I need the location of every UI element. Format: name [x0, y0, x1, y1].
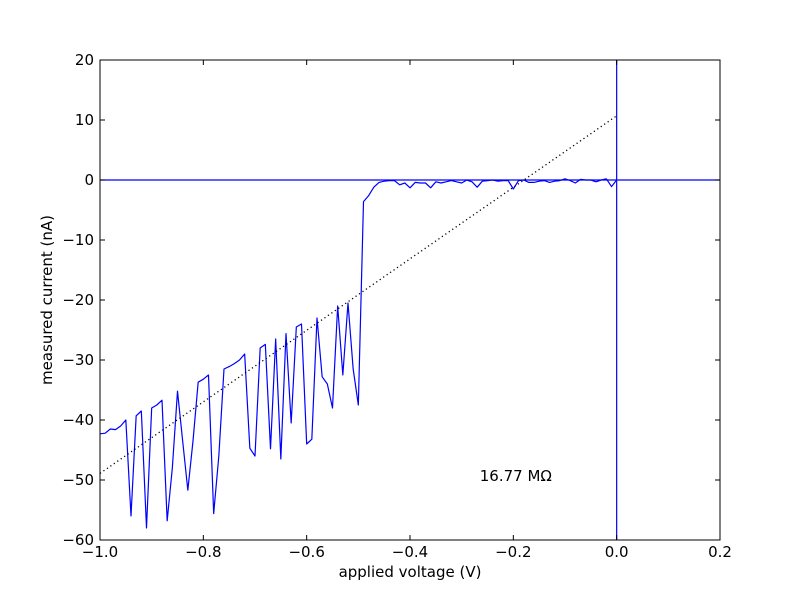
x-tick-label: 0.0	[605, 543, 629, 561]
plot-area	[100, 60, 720, 540]
x-tick-label: −0.8	[185, 543, 221, 561]
y-axis-label: measured current (nA)	[38, 215, 56, 385]
y-tick-label: −30	[62, 351, 94, 369]
x-tick-label: −0.4	[392, 543, 428, 561]
y-tick-label: −10	[62, 231, 94, 249]
x-tick-label: 0.2	[708, 543, 732, 561]
y-tick-label: 10	[75, 111, 94, 129]
y-tick-label: 20	[75, 51, 94, 69]
y-tick-label: −40	[62, 411, 94, 429]
x-axis-label: applied voltage (V)	[339, 563, 482, 581]
measured-current-series	[100, 178, 618, 529]
y-tick-label: −20	[62, 291, 94, 309]
y-tick-label: −60	[62, 531, 94, 549]
y-tick-label: −50	[62, 471, 94, 489]
resistance-annotation: 16.77 MΩ	[480, 467, 552, 485]
y-tick-label: 0	[84, 171, 94, 189]
x-tick-label: −1.0	[82, 543, 118, 561]
x-tick-label: −0.2	[495, 543, 531, 561]
axes: −1.0 −0.8 −0.6 −0.4 −0.2 0.0 0.2 −60 −50 −40 −30 −2…	[62, 51, 732, 561]
x-tick-label: −0.6	[288, 543, 324, 561]
plot-content	[100, 60, 720, 540]
